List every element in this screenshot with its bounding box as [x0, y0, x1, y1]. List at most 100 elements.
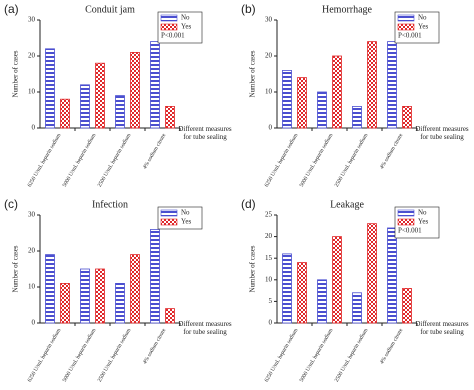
y-tick-label: 30 [28, 16, 36, 24]
bar [402, 106, 412, 129]
legend-swatch [397, 209, 415, 217]
bar [402, 288, 412, 324]
bar [165, 308, 175, 324]
bar [332, 55, 342, 129]
bar [45, 254, 55, 324]
p-value: P<0.001 [398, 227, 422, 235]
legend-swatch [397, 218, 415, 226]
legend-label: No [181, 14, 190, 22]
x-tick-label: 2500 U/mL heparin sodium [334, 132, 370, 188]
panel: (b) Hemorrhage Number of cases 0 10 20 30 6250 … [241, 2, 469, 188]
x-tick-label: 4% sodium citrate [379, 327, 404, 365]
bar [115, 283, 125, 324]
legend-swatch [160, 218, 178, 226]
y-axis-label: Number of cases [249, 245, 257, 292]
legend-label: No [418, 14, 427, 22]
panel-label: (c) [4, 197, 18, 211]
chart-title: Leakage [330, 199, 364, 210]
bar [95, 62, 105, 129]
legend-label: No [181, 209, 190, 217]
bar [282, 70, 292, 129]
legend-label: Yes [181, 23, 191, 31]
bar [60, 283, 70, 324]
x-axis-label: Different measures for tube sealing [178, 125, 232, 141]
y-axis-label: Number of cases [12, 245, 20, 292]
panel: (a) Conduit jam Number of cases 0 10 20 30 6250… [4, 2, 232, 188]
y-tick-label: 20 [28, 247, 36, 255]
y-tick-label: 0 [269, 319, 273, 327]
p-value: P<0.001 [398, 32, 422, 40]
legend-swatch [160, 14, 178, 22]
x-tick-label: 4% sodium citrate [142, 327, 167, 365]
panel-label: (b) [241, 2, 256, 16]
x-tick-label: 6250 U/mL heparin sodium [264, 132, 300, 188]
y-tick-label: 15 [265, 254, 273, 262]
bar [45, 48, 55, 129]
panel: (d) Leakage Number of cases 0 5 10 15 20 25 6250 … [241, 197, 469, 383]
bar [150, 41, 160, 129]
bar [282, 253, 292, 324]
bar [367, 223, 377, 324]
legend-label: Yes [418, 218, 428, 226]
y-tick-label: 0 [32, 319, 36, 327]
y-tick-label: 0 [32, 124, 36, 132]
bar [367, 41, 377, 129]
bar [387, 41, 397, 129]
x-tick-label: 2500 U/mL heparin sodium [334, 327, 370, 383]
bar [115, 95, 125, 129]
x-tick-label: 6250 U/mL heparin sodium [264, 327, 300, 383]
legend-swatch [160, 23, 178, 31]
y-tick-label: 30 [28, 211, 36, 219]
p-value: P<0.001 [161, 32, 185, 40]
bar [130, 254, 140, 324]
bar [95, 268, 105, 324]
x-tick-label: 5000 U/mL heparin sodium [299, 132, 335, 188]
x-tick-label: 2500 U/mL heparin sodium [97, 132, 133, 188]
y-tick-label: 0 [269, 124, 273, 132]
x-tick-label: 4% sodium citrate [379, 132, 404, 170]
bar [80, 268, 90, 324]
x-tick-label: 4% sodium citrate [142, 132, 167, 170]
legend-swatch [397, 23, 415, 31]
legend-label: Yes [418, 23, 428, 31]
y-tick-label: 10 [28, 283, 36, 291]
y-tick-label: 25 [265, 211, 273, 219]
x-tick-label: 5000 U/mL heparin sodium [62, 327, 98, 383]
x-axis-label-box: Different measures for tube sealing [178, 320, 231, 336]
legend-label: No [418, 209, 427, 217]
legend-label: Yes [181, 218, 191, 226]
x-tick-label: 2500 U/mL heparin sodium [97, 327, 133, 383]
x-axis-label-box: Different measures for tube sealing [415, 125, 469, 141]
bar [150, 229, 160, 324]
y-tick-label: 20 [28, 52, 36, 60]
x-axis-label-box: Different measures for tube sealing [178, 125, 232, 141]
bar [387, 227, 397, 324]
legend-swatch [397, 14, 415, 22]
y-tick-label: 10 [28, 88, 36, 96]
chart-title: Conduit jam [85, 4, 135, 15]
x-tick-label: 6250 U/mL heparin sodium [27, 327, 63, 383]
panel-label: (d) [241, 197, 256, 211]
x-tick-label: 5000 U/mL heparin sodium [299, 327, 335, 383]
bar [352, 106, 362, 129]
bar [297, 262, 307, 324]
bar [130, 52, 140, 129]
bar [332, 236, 342, 324]
bar [60, 98, 70, 129]
y-axis-label: Number of cases [12, 50, 20, 97]
bar [297, 77, 307, 129]
y-tick-label: 10 [265, 88, 273, 96]
bar [80, 84, 90, 129]
y-tick-label: 20 [265, 52, 273, 60]
panel: (c) Infection Number of cases 0 10 20 30 6250 U… [4, 197, 232, 383]
x-tick-label: 5000 U/mL heparin sodium [62, 132, 98, 188]
x-axis-label: Different measures for tube sealing [415, 125, 469, 141]
legend-swatch [160, 209, 178, 217]
panel-label: (a) [4, 2, 19, 16]
chart-title: Hemorrhage [322, 4, 373, 15]
bar [317, 91, 327, 129]
x-axis-label: Different measures for tube sealing [415, 320, 469, 336]
x-tick-label: 6250 U/mL heparin sodium [27, 132, 63, 188]
x-axis-label-box: Different measures for tube sealing [415, 320, 469, 336]
